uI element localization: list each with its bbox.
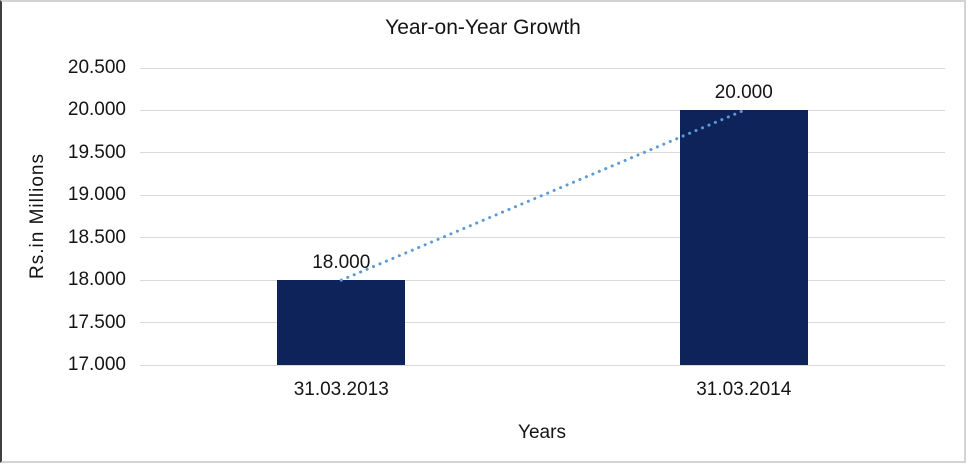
y-axis-tick-labels: 20.500 20.000 19.500 19.000 18.500 18.000 17.5…: [2, 2, 126, 465]
data-label: 20.000: [714, 82, 773, 104]
gridline: [140, 237, 945, 239]
bar: [679, 110, 808, 365]
y-tick-label: 17.000: [67, 354, 126, 375]
y-tick-label: 17.500: [67, 311, 126, 333]
category-label: 31.03.2013: [293, 379, 389, 400]
chart-title: Year-on-Year Growth: [385, 16, 581, 39]
category-label: 31.03.2014: [696, 379, 792, 400]
y-tick-label: 19.000: [67, 184, 126, 206]
trendline: [339, 108, 746, 282]
plot-area: 18.000 20.000: [140, 67, 945, 366]
y-tick-label: 18.000: [67, 269, 126, 291]
bar: [277, 280, 406, 365]
gridline: [140, 322, 945, 324]
y-tick-label: 18.500: [67, 226, 126, 248]
y-tick-label: 20.000: [67, 99, 126, 121]
gridline: [140, 279, 945, 281]
x-axis-title: Years: [518, 422, 566, 443]
gridline: [140, 67, 945, 69]
data-label: 18.000: [312, 252, 371, 274]
gridline: [140, 364, 945, 366]
y-tick-label: 20.500: [67, 57, 126, 78]
gridline: [140, 152, 945, 154]
gridline: [140, 109, 945, 111]
y-tick-label: 19.500: [67, 141, 126, 163]
